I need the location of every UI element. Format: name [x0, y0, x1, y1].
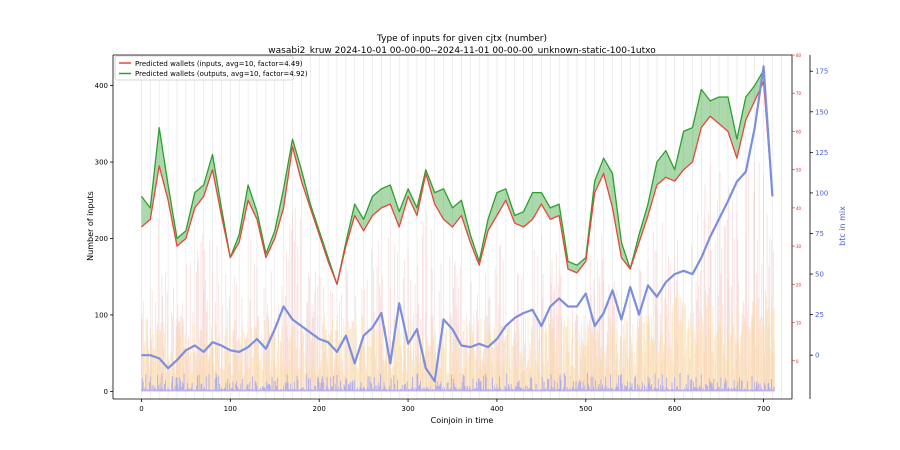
series-line-inputs	[140, 81, 774, 285]
chart-subtitle: wasabi2_kruw 2024-10-01 00-00-00--2024-1…	[268, 46, 656, 56]
y3-tick-label: 30	[796, 244, 802, 249]
y2-tick-label: 0	[815, 352, 819, 360]
y-tick-label: 400	[95, 82, 108, 90]
y3-tick-label: 0	[796, 359, 799, 364]
legend-box	[114, 55, 294, 81]
x-tick-label: 0	[139, 405, 143, 413]
x-tick-label: 400	[490, 405, 503, 413]
y3-tick-label: 80	[796, 53, 802, 58]
legend-label-outputs: Predicted wallets (outputs, avg=10, fact…	[135, 70, 308, 78]
chart-legend: Predicted wallets (inputs, avg=10, facto…	[114, 55, 308, 81]
y3-tick-label: 40	[796, 206, 802, 211]
legend-label-inputs: Predicted wallets (inputs, avg=10, facto…	[135, 60, 303, 68]
y-tick-label: 200	[95, 235, 108, 243]
chart-axes: 0 100 200 300 400 500 600 700010020030040001020…	[95, 53, 829, 413]
y2-tick-label: 50	[815, 271, 824, 279]
series-line-btc-in-mix	[141, 65, 774, 383]
y2-tick-label: 100	[815, 189, 828, 197]
y3-tick-label: 10	[796, 321, 802, 326]
x-tick-label: 300	[401, 405, 414, 413]
y3-tick-label: 60	[796, 129, 802, 134]
series-line-outputs	[140, 69, 774, 285]
y3-tick-label: 50	[796, 168, 802, 173]
y2-tick-label: 25	[815, 311, 824, 319]
y2-tick-label: 175	[815, 68, 828, 76]
y-tick-label: 0	[104, 388, 108, 396]
y2-tick-label: 75	[815, 230, 824, 238]
y3-tick-label: 70	[796, 91, 802, 96]
chart-title: Type of inputs for given cjtx (number)	[376, 34, 547, 44]
y2-tick-label: 150	[815, 108, 828, 116]
background-bars	[140, 162, 775, 392]
x-tick-label: 600	[668, 405, 681, 413]
x-tick-label: 500	[579, 405, 592, 413]
x-tick-label: 100	[224, 405, 237, 413]
x-axis-label: Coinjoin in time	[431, 416, 494, 425]
y-tick-label: 300	[95, 159, 108, 167]
y3-tick-label: 20	[796, 282, 802, 287]
x-tick-label: 200	[313, 405, 326, 413]
y2-tick-label: 125	[815, 149, 828, 157]
series-lines	[140, 65, 774, 383]
y2-axis-label: btc in mix	[838, 206, 847, 246]
y-axis-label: Number of inputs	[86, 191, 95, 261]
x-tick-label: 700	[757, 405, 770, 413]
y-tick-label: 100	[95, 311, 108, 319]
